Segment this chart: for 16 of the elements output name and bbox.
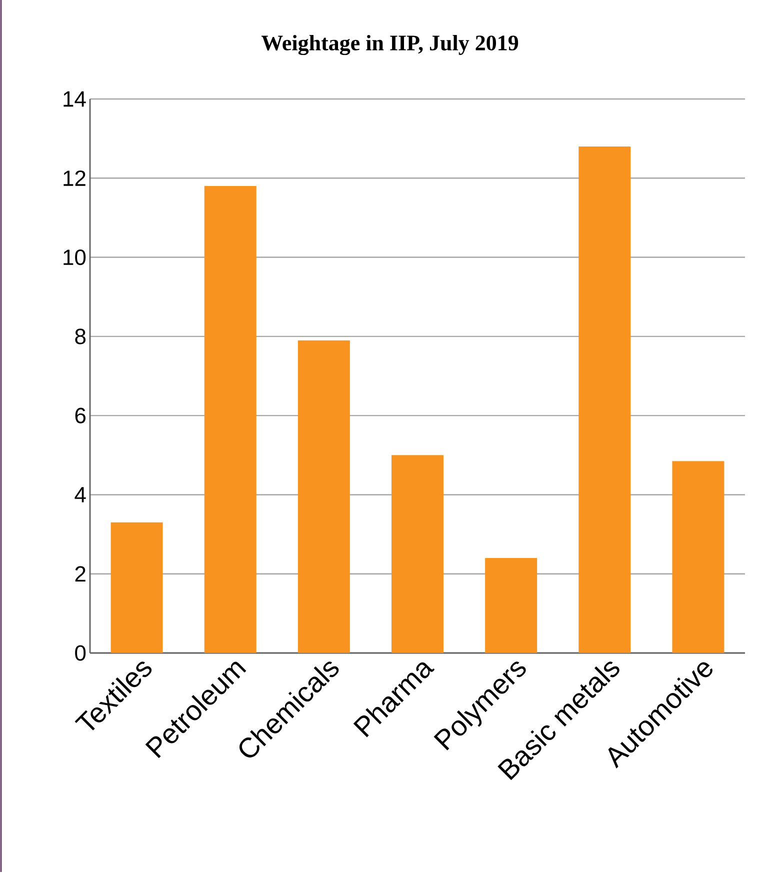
y-tick-label: 10 [64,249,86,266]
y-tick-label: 4 [74,487,86,502]
y-tick-label: 8 [75,328,86,344]
bar [391,455,444,653]
bar [204,186,256,653]
bar [672,461,724,653]
y-tick-label: 12 [64,170,86,186]
bar [578,146,631,653]
chart-title: Weightage in IIP, July 2019 [261,34,518,56]
bar [485,558,538,653]
bar [110,522,163,653]
y-tick-label: 6 [75,408,86,424]
y-tick-label: 2 [75,566,86,582]
y-tick-label: 14 [64,91,86,107]
bar [298,340,350,653]
y-tick-label: 0 [75,645,86,661]
